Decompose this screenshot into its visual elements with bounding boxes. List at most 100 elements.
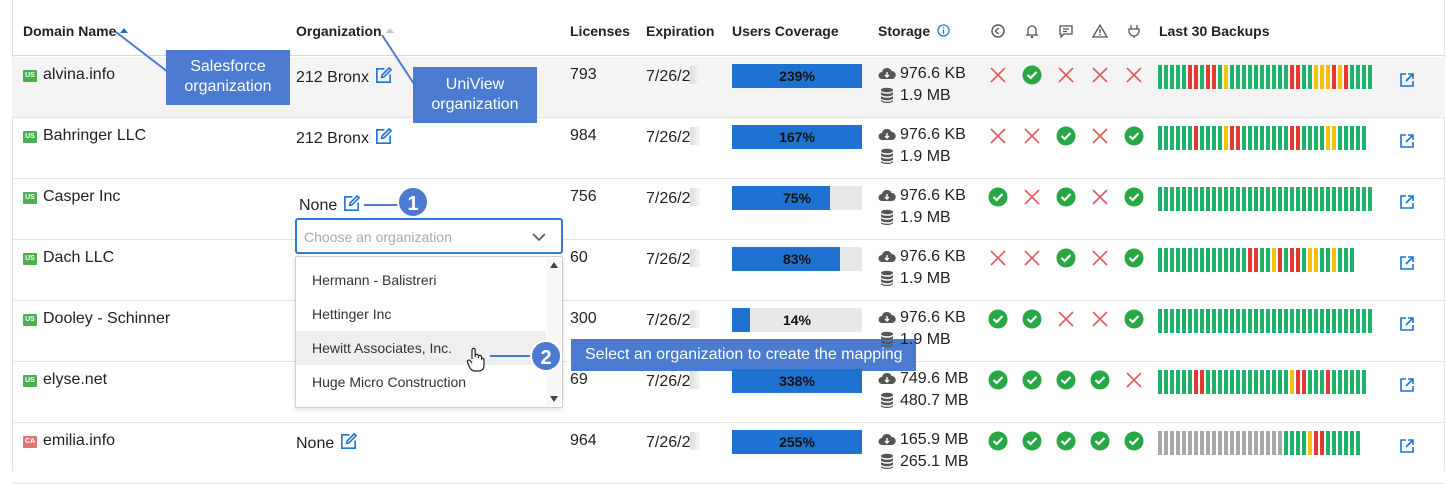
backup-bar[interactable] <box>1284 187 1288 211</box>
backup-bar[interactable] <box>1164 126 1168 150</box>
backup-bar[interactable] <box>1284 248 1288 272</box>
backup-bar[interactable] <box>1296 248 1300 272</box>
col-expiration-header[interactable]: Expiration <box>646 23 715 39</box>
backup-bar[interactable] <box>1212 126 1216 150</box>
backup-bar[interactable] <box>1260 65 1264 89</box>
backup-bar[interactable] <box>1326 309 1330 333</box>
backup-bar[interactable] <box>1248 370 1252 394</box>
backup-bar[interactable] <box>1164 431 1168 455</box>
option-item[interactable]: Hettinger Inc <box>312 306 392 322</box>
backup-bar[interactable] <box>1278 370 1282 394</box>
backup-bar[interactable] <box>1200 65 1204 89</box>
backup-bar[interactable] <box>1356 431 1360 455</box>
backup-bar[interactable] <box>1176 65 1180 89</box>
backup-bar[interactable] <box>1332 65 1336 89</box>
backup-bar[interactable] <box>1242 431 1246 455</box>
backup-bar[interactable] <box>1350 248 1354 272</box>
backup-bar[interactable] <box>1218 309 1222 333</box>
backup-bar[interactable] <box>1236 431 1240 455</box>
domain-name[interactable]: alvina.info <box>43 66 116 83</box>
backup-bar[interactable] <box>1266 309 1270 333</box>
backup-bar[interactable] <box>1344 248 1348 272</box>
backup-bar[interactable] <box>1314 65 1318 89</box>
backup-bar[interactable] <box>1272 126 1276 150</box>
backup-bar[interactable] <box>1308 126 1312 150</box>
backup-bar[interactable] <box>1230 126 1234 150</box>
option-item-highlighted[interactable]: Hewitt Associates, Inc. <box>296 331 546 365</box>
backup-bar[interactable] <box>1194 248 1198 272</box>
backup-bar[interactable] <box>1158 431 1162 455</box>
domain-name[interactable]: Dooley - Schinner <box>43 310 171 327</box>
backup-bar[interactable] <box>1260 187 1264 211</box>
backup-bar[interactable] <box>1164 370 1168 394</box>
backup-bar[interactable] <box>1344 126 1348 150</box>
backup-bar[interactable] <box>1194 370 1198 394</box>
backup-bar[interactable] <box>1356 370 1360 394</box>
backup-bar[interactable] <box>1284 65 1288 89</box>
backup-bar[interactable] <box>1158 126 1162 150</box>
external-link-icon[interactable] <box>1399 377 1415 393</box>
backup-bar[interactable] <box>1218 126 1222 150</box>
backup-bar[interactable] <box>1350 431 1354 455</box>
backup-bar[interactable] <box>1362 370 1366 394</box>
backup-bar[interactable] <box>1350 370 1354 394</box>
backup-bar[interactable] <box>1296 431 1300 455</box>
backup-bar[interactable] <box>1242 126 1246 150</box>
backup-bar[interactable] <box>1248 126 1252 150</box>
backup-bar[interactable] <box>1224 370 1228 394</box>
backup-bar[interactable] <box>1254 126 1258 150</box>
col-domain-header[interactable]: Domain Name <box>23 23 129 39</box>
chevron-down-icon[interactable] <box>531 230 547 244</box>
backup-bar[interactable] <box>1296 309 1300 333</box>
backup-bar[interactable] <box>1284 309 1288 333</box>
col-organization-header[interactable]: Organization <box>296 23 394 39</box>
backup-bar[interactable] <box>1356 309 1360 333</box>
backup-bar[interactable] <box>1260 248 1264 272</box>
backup-bar[interactable] <box>1188 248 1192 272</box>
backup-bar[interactable] <box>1350 187 1354 211</box>
backup-bar[interactable] <box>1278 65 1282 89</box>
backup-bar[interactable] <box>1260 431 1264 455</box>
col-coverage-header[interactable]: Users Coverage <box>732 23 839 39</box>
backup-bar[interactable] <box>1308 309 1312 333</box>
backup-bar[interactable] <box>1266 126 1270 150</box>
backup-bar[interactable] <box>1362 309 1366 333</box>
backup-bar[interactable] <box>1182 370 1186 394</box>
backup-bar[interactable] <box>1326 248 1330 272</box>
scroll-down-icon[interactable] <box>550 396 558 402</box>
col-storage-header[interactable]: Storage <box>878 23 950 39</box>
backup-bar[interactable] <box>1248 65 1252 89</box>
option-item[interactable]: Huge Micro Construction <box>312 374 467 390</box>
backup-bar[interactable] <box>1356 65 1360 89</box>
backup-bar[interactable] <box>1350 65 1354 89</box>
backup-bar[interactable] <box>1326 187 1330 211</box>
backup-bar[interactable] <box>1206 248 1210 272</box>
backup-bar[interactable] <box>1338 431 1342 455</box>
backup-bar[interactable] <box>1254 65 1258 89</box>
backup-bar[interactable] <box>1212 309 1216 333</box>
backup-bar[interactable] <box>1230 309 1234 333</box>
backup-bar[interactable] <box>1248 309 1252 333</box>
backup-bar[interactable] <box>1212 431 1216 455</box>
backup-bar[interactable] <box>1200 187 1204 211</box>
external-link-icon[interactable] <box>1399 316 1415 332</box>
backup-bar[interactable] <box>1362 65 1366 89</box>
external-link-icon[interactable] <box>1399 438 1415 454</box>
backup-bar[interactable] <box>1302 187 1306 211</box>
backup-bar[interactable] <box>1176 187 1180 211</box>
backup-bar[interactable] <box>1272 309 1276 333</box>
backup-bar[interactable] <box>1164 248 1168 272</box>
backup-bar[interactable] <box>1338 65 1342 89</box>
backup-bar[interactable] <box>1158 65 1162 89</box>
backup-bar[interactable] <box>1170 309 1174 333</box>
backup-bar[interactable] <box>1194 309 1198 333</box>
backup-bar[interactable] <box>1266 187 1270 211</box>
backup-bar[interactable] <box>1308 65 1312 89</box>
domain-name[interactable]: Bahringer LLC <box>43 127 147 144</box>
backup-bar[interactable] <box>1338 126 1342 150</box>
backup-bar[interactable] <box>1242 248 1246 272</box>
backup-bar[interactable] <box>1302 65 1306 89</box>
backup-bar[interactable] <box>1212 370 1216 394</box>
backup-bar[interactable] <box>1302 248 1306 272</box>
backup-bar[interactable] <box>1182 187 1186 211</box>
